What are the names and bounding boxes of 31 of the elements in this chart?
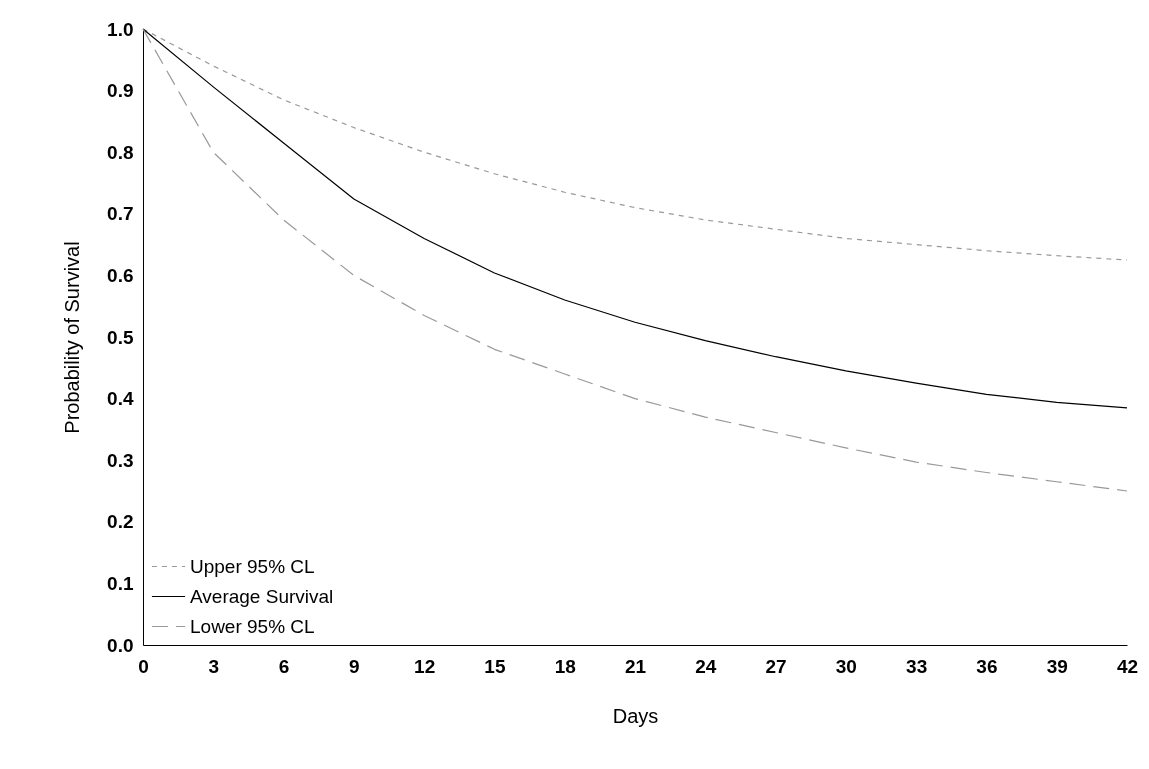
x-tick-label: 3 [208,655,220,677]
x-tick-label: 0 [138,655,149,677]
x-tick-label: 15 [484,655,506,677]
x-tick-label: 12 [414,655,436,677]
y-tick-label: 0.0 [107,634,134,656]
y-tick-label: 1.0 [107,18,134,40]
legend-label: Lower 95% CL [190,615,315,637]
y-tick-label: 0.6 [107,264,134,286]
x-tick-label: 24 [695,655,717,677]
x-tick-label: 36 [976,655,998,677]
x-tick-label: 42 [1116,655,1139,677]
x-tick-label: 9 [349,655,360,677]
x-tick-label: 39 [1046,655,1068,677]
y-tick-label: 0.7 [107,203,134,225]
x-tick-label: 18 [554,655,576,677]
x-axis-title: Days [612,704,659,727]
x-tick-label: 30 [835,655,857,677]
y-tick-label: 0.5 [107,326,134,348]
y-tick-label: 0.3 [107,449,134,471]
y-tick-label: 0.9 [107,80,134,102]
legend-label: Upper 95% CL [190,555,315,577]
y-axis-title: Probability of Survival [61,241,84,434]
legend-label: Average Survival [190,585,334,607]
x-tick-label: 6 [278,655,290,677]
x-tick-label: 33 [906,655,928,677]
y-tick-label: 0.4 [107,388,134,410]
y-tick-label: 0.1 [107,572,134,594]
x-tick-label: 27 [765,655,787,677]
y-tick-label: 0.2 [107,511,134,533]
x-tick-label: 21 [624,655,647,677]
y-tick-label: 0.8 [107,141,134,163]
